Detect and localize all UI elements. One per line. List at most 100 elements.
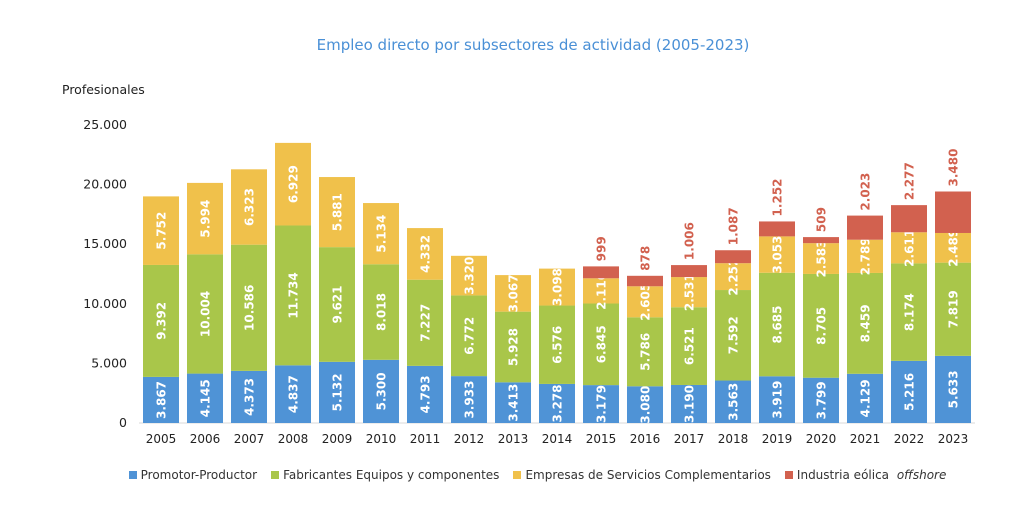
data-label: 3.919 [771, 381, 785, 419]
data-label: 878 [639, 246, 653, 271]
bar-segment [539, 268, 575, 306]
legend-item-servicios: Empresas de Servicios Complementarios [513, 468, 771, 482]
bar-segment [627, 286, 663, 318]
bar-segment [451, 295, 487, 377]
data-label: 5.134 [375, 215, 389, 253]
x-tick-label: 2017 [674, 432, 705, 446]
bar-segment [583, 266, 619, 279]
data-label: 1.006 [683, 222, 697, 260]
data-label: 3.098 [551, 268, 565, 306]
bar-segment [891, 205, 927, 233]
bar-segment [891, 263, 927, 361]
data-label: 3.799 [815, 381, 829, 419]
data-label: 9.621 [331, 286, 345, 324]
data-label: 2.489 [947, 229, 961, 267]
bar-segment [319, 177, 355, 248]
bar-segment [847, 215, 883, 240]
bar-segment [319, 247, 355, 362]
bar-segment [143, 196, 179, 265]
x-tick-label: 2013 [498, 432, 529, 446]
x-tick-label: 2023 [938, 432, 969, 446]
bar-segment [187, 254, 223, 374]
data-label: 5.928 [507, 328, 521, 366]
data-label: 3.480 [947, 149, 961, 187]
bar-segment [935, 232, 971, 263]
x-tick-label: 2010 [366, 432, 397, 446]
data-label: 2.116 [595, 272, 609, 310]
data-label: 3.867 [155, 381, 169, 419]
bar-segment [539, 305, 575, 384]
data-label: 6.845 [595, 325, 609, 363]
bar-segment [143, 264, 179, 377]
data-label: 11.734 [287, 272, 301, 318]
bar-segment [715, 380, 751, 423]
data-label: 2.605 [639, 283, 653, 321]
data-label: 4.332 [419, 235, 433, 273]
bar-segment [363, 359, 399, 423]
data-label: 3.563 [727, 383, 741, 421]
y-tick-label: 25.000 [83, 117, 127, 132]
bar-segment [275, 225, 311, 366]
data-label: 5.994 [199, 200, 213, 238]
x-tick-label: 2015 [586, 432, 617, 446]
x-tick-label: 2009 [322, 432, 353, 446]
bar-segment [935, 355, 971, 423]
bar-segment [187, 182, 223, 255]
data-label: 6.929 [287, 165, 301, 203]
data-label: 7.227 [419, 304, 433, 342]
bar-segment [363, 203, 399, 265]
bar-segment [407, 279, 443, 366]
bar-segment [935, 262, 971, 356]
y-tick-label: 0 [119, 415, 127, 430]
bar-segment [583, 385, 619, 423]
bar-segment [583, 278, 619, 304]
x-tick-label: 2016 [630, 432, 661, 446]
y-tick-label: 20.000 [83, 177, 127, 192]
data-label: 5.300 [375, 372, 389, 410]
legend-swatch [128, 471, 137, 479]
legend-swatch [784, 471, 793, 479]
chart-title: Empleo directo por subsectores de activi… [316, 36, 750, 54]
bar-segment [803, 377, 839, 423]
data-label: 2.789 [859, 237, 873, 275]
bar-segment [627, 317, 663, 387]
data-label: 999 [595, 236, 609, 261]
data-label: 6.521 [683, 327, 697, 365]
bar-segment [671, 277, 707, 308]
data-label: 3.067 [507, 274, 521, 312]
legend-label: Fabricantes Equipos y componentes [283, 468, 500, 482]
data-label: 8.459 [859, 304, 873, 342]
data-label: 9.392 [155, 302, 169, 340]
bar-segment [627, 386, 663, 423]
x-tick-label: 2006 [190, 432, 221, 446]
data-label: 5.752 [155, 212, 169, 250]
data-label: 3.413 [507, 384, 521, 422]
bar-segment [671, 265, 707, 278]
data-label: 4.373 [243, 378, 257, 416]
bar-segment [671, 307, 707, 385]
bar-segment [363, 264, 399, 360]
legend-label: Industria eólica [796, 468, 893, 482]
legend-item-offshore: Industria eólica offshore [784, 468, 946, 482]
data-label: 3.933 [463, 381, 477, 419]
data-label: 2.252 [727, 258, 741, 296]
data-label: 4.793 [419, 375, 433, 413]
data-label: 1.087 [727, 207, 741, 245]
bar-segment [715, 250, 751, 264]
bar-segment [231, 244, 267, 371]
bar-segment [759, 376, 795, 423]
data-label: 5.786 [639, 333, 653, 371]
data-label: 7.819 [947, 290, 961, 328]
x-tick-label: 2012 [454, 432, 485, 446]
data-label: 3.320 [463, 257, 477, 295]
bar-segment [671, 384, 707, 423]
bar-segment [187, 373, 223, 423]
bar-segment [495, 311, 531, 383]
data-label: 3.179 [595, 385, 609, 423]
legend-swatch [271, 471, 280, 479]
bar-segment [143, 376, 179, 423]
data-label: 4.145 [199, 379, 213, 417]
bar-segment [847, 272, 883, 374]
data-label: 10.004 [199, 291, 213, 337]
